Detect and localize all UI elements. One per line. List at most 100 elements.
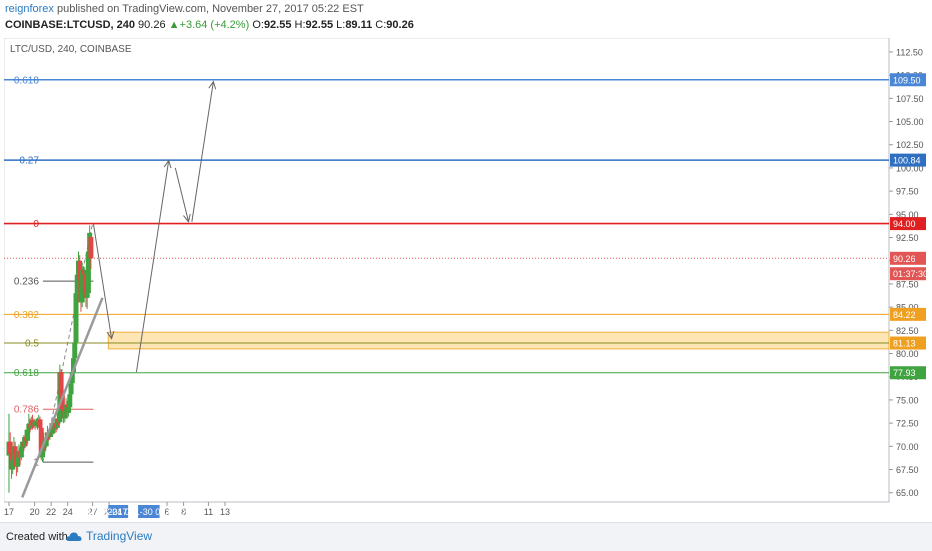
symbol-label: COINBASE:LTCUSD, 240 (5, 19, 135, 31)
x-tick-label: 11 (204, 507, 213, 517)
price-badge-label: 81.13 (893, 339, 916, 349)
y-tick-label: 65.00 (896, 488, 919, 498)
candle-body (68, 383, 74, 395)
x-range-badge (138, 505, 160, 519)
candle-body (37, 419, 43, 428)
projection-arrow (191, 81, 214, 222)
y-tick-label: 92.50 (896, 233, 919, 243)
projection-arrow (92, 223, 113, 339)
fib-level-label: 0.618 (14, 368, 39, 379)
price-badge (890, 217, 926, 231)
tradingview-cloud-icon (66, 532, 82, 542)
fib-level-label: 0.786 (14, 405, 39, 416)
x-tick-label: 22 (46, 507, 56, 517)
y-tick-label: 75.00 (896, 395, 919, 405)
candle-body (12, 446, 18, 456)
price-badge (890, 366, 926, 380)
arrow-head (163, 159, 172, 169)
fib-level-label: 0.618 (14, 75, 39, 86)
y-tick-label: 112.50 (896, 47, 923, 57)
chart-area[interactable]: LTC/USD, 240, COINBASE112.50110.00107.50… (3, 37, 928, 519)
price-badge (890, 307, 926, 321)
created-with-text: Created with (6, 531, 68, 543)
high-value: 92.55 (305, 19, 334, 31)
candle-body (74, 274, 80, 294)
low-label: L: (336, 19, 346, 31)
candle-body (54, 418, 60, 428)
fib-level-label: 0.5 (25, 339, 39, 350)
tradingview-logo[interactable]: TradingView (66, 529, 152, 543)
support-zone (107, 331, 890, 350)
y-tick-label: 105.00 (896, 117, 924, 127)
price-badge-label: 90.26 (893, 254, 916, 264)
x-tick-label: 6 (165, 507, 170, 517)
chart-header: reignforex published on TradingView.com,… (0, 0, 932, 36)
close-label: C: (375, 19, 387, 31)
y-tick-label: 70.00 (896, 442, 919, 452)
projection-arrow (174, 167, 190, 222)
published-line: reignforex published on TradingView.com,… (5, 3, 364, 15)
price-badge-label: 100.84 (893, 156, 921, 166)
candle-body (84, 293, 90, 298)
arrow-head (183, 213, 191, 223)
y-tick-label: 100.00 (896, 163, 924, 173)
fib-level-label: 0 (33, 219, 39, 230)
candle-body (15, 457, 21, 467)
candle-body (66, 407, 72, 413)
price-badge (890, 336, 926, 350)
candle-body (59, 395, 65, 410)
up-arrow-icon: ▲ (168, 19, 180, 31)
last-price: 90.26 (138, 19, 166, 31)
price-badge (890, 73, 926, 87)
arrow-head (208, 80, 217, 90)
candle-body (10, 460, 16, 470)
fib-diagonal (42, 223, 94, 463)
price-chart[interactable]: LTC/USD, 240, COINBASE112.50110.00107.50… (3, 37, 928, 519)
high-label: H: (294, 19, 306, 31)
y-tick-label: 67.50 (896, 465, 919, 475)
price-badge (890, 251, 926, 265)
price-badge-label: 77.93 (893, 368, 916, 378)
x-range-label: 2017-11-30 00:00:00 (107, 507, 190, 517)
tradingview-brand: TradingView (86, 529, 153, 543)
price-badge (890, 267, 926, 281)
candle-body (72, 342, 78, 359)
candle-body (73, 293, 79, 343)
open-value: 92.55 (263, 19, 292, 31)
arrow-head (106, 330, 115, 340)
candle-body (62, 411, 68, 419)
y-tick-label: 82.50 (896, 326, 919, 336)
plot-frame (3, 37, 890, 503)
x-range-badge (108, 505, 129, 519)
fib-level-label: 0.382 (14, 310, 39, 321)
close-value: 90.26 (386, 19, 414, 31)
ohlc-line: COINBASE:LTCUSD, 240 90.26 ▲+3.64 (+4.2%… (5, 19, 414, 31)
x-tick-label: 8 (181, 507, 186, 517)
candle-body (7, 441, 13, 454)
candle-body (85, 251, 91, 294)
open-label: O: (252, 19, 264, 31)
price-badge-label: 94.00 (893, 219, 916, 229)
author-link[interactable]: reignforex (5, 3, 54, 15)
candle-body (69, 372, 75, 384)
y-tick-label: 87.50 (896, 279, 919, 289)
y-tick-label: 95.00 (896, 210, 919, 220)
y-tick-label: 102.50 (896, 140, 924, 150)
y-tick-label: 107.50 (896, 94, 924, 104)
ascending-trendline (21, 297, 104, 498)
x-tick-label: 20 (30, 507, 40, 517)
y-tick-label: 85.00 (896, 303, 919, 313)
candle-body (71, 358, 77, 373)
y-tick-label: 80.00 (896, 349, 919, 359)
fib-level-label: 0.236 (14, 277, 39, 288)
y-tick-label: 97.50 (896, 187, 919, 197)
footer: Created with TradingView (0, 522, 932, 551)
candle-body (22, 437, 28, 447)
candle-body (88, 237, 94, 259)
price-badge (890, 153, 926, 167)
x-tick-label: 17 (4, 507, 14, 517)
candle-body (25, 429, 31, 441)
price-badge-label: 01:37:30 (893, 269, 928, 279)
x-range-label: 2017-11-24 08:00:00 (77, 507, 160, 517)
x-tick-label: 27 (88, 507, 98, 517)
